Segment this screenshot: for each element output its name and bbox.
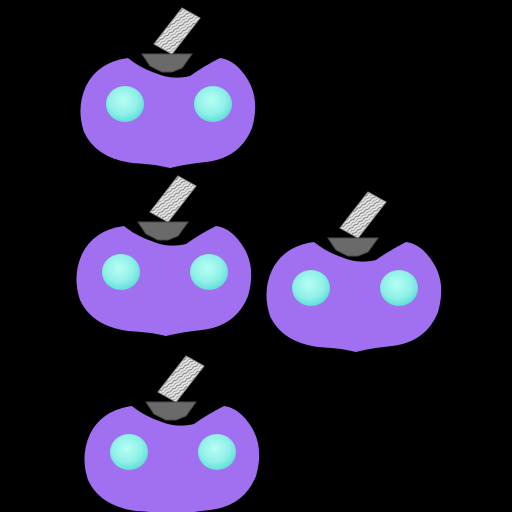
pumpkin-3 xyxy=(265,191,442,353)
pumpkin-sprite-graphic xyxy=(79,7,256,169)
pumpkin-sprite-graphic xyxy=(83,355,260,512)
pumpkin-sprite-graphic xyxy=(265,191,442,353)
sprite-layer xyxy=(75,7,442,512)
pumpkin-1 xyxy=(79,7,256,169)
pumpkin-sprite-graphic xyxy=(75,175,252,337)
pumpkin-2 xyxy=(75,175,252,337)
pumpkin-4 xyxy=(83,355,260,512)
